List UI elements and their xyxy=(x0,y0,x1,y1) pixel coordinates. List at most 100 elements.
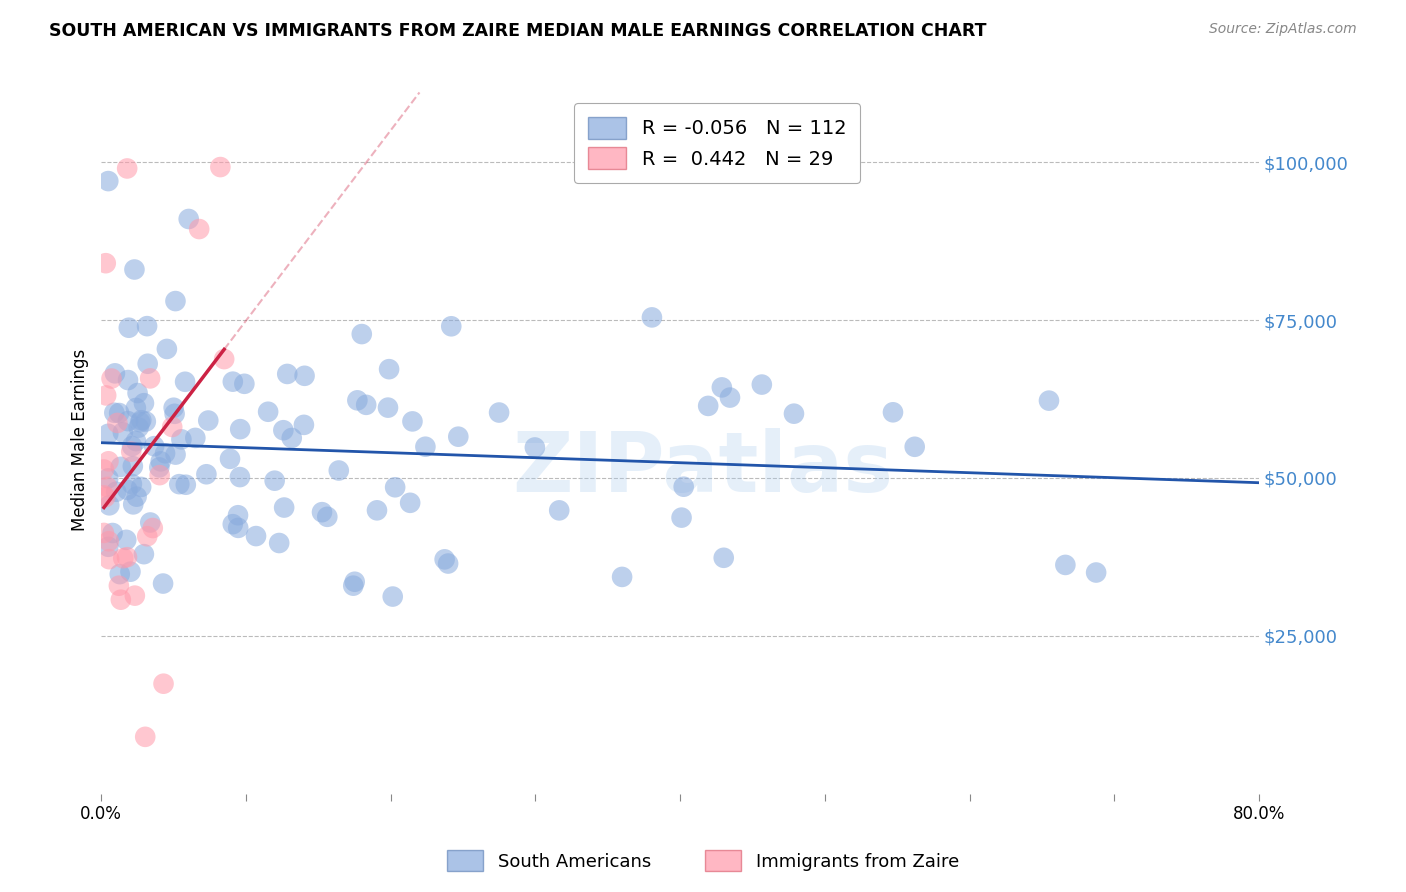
Point xyxy=(710,380,733,394)
Point xyxy=(440,319,463,334)
Point xyxy=(97,540,120,554)
Point xyxy=(115,161,138,176)
Point xyxy=(222,517,245,532)
Point xyxy=(366,503,388,517)
Point xyxy=(93,525,115,540)
Point xyxy=(115,533,138,547)
Point xyxy=(129,480,152,494)
Point xyxy=(128,420,150,434)
Point xyxy=(93,488,115,502)
Point xyxy=(273,423,295,437)
Point xyxy=(152,676,174,690)
Point xyxy=(96,480,118,494)
Point xyxy=(233,376,256,391)
Point xyxy=(125,434,148,449)
Point xyxy=(153,446,176,460)
Point xyxy=(122,497,145,511)
Point xyxy=(120,444,142,458)
Point xyxy=(94,490,117,504)
Point xyxy=(197,413,219,427)
Point xyxy=(149,468,172,483)
Point xyxy=(610,570,633,584)
Point xyxy=(343,574,366,589)
Point xyxy=(354,398,377,412)
Point xyxy=(346,393,368,408)
Point xyxy=(97,454,120,468)
Point xyxy=(132,547,155,561)
Y-axis label: Median Male Earnings: Median Male Earnings xyxy=(72,349,89,531)
Point xyxy=(148,460,170,475)
Text: SOUTH AMERICAN VS IMMIGRANTS FROM ZAIRE MEDIAN MALE EARNINGS CORRELATION CHART: SOUTH AMERICAN VS IMMIGRANTS FROM ZAIRE … xyxy=(49,22,987,40)
Point xyxy=(170,433,193,447)
Point xyxy=(269,536,291,550)
Point xyxy=(108,406,131,420)
Point xyxy=(488,405,510,419)
Point xyxy=(97,426,120,441)
Point xyxy=(111,425,134,440)
Point xyxy=(108,579,131,593)
Legend: South Americans, Immigrants from Zaire: South Americans, Immigrants from Zaire xyxy=(440,843,966,879)
Point xyxy=(125,401,148,415)
Point xyxy=(377,401,399,415)
Point xyxy=(160,420,183,434)
Point xyxy=(98,552,121,566)
Point xyxy=(263,474,285,488)
Text: ZIPatlas: ZIPatlas xyxy=(513,428,894,508)
Point xyxy=(118,320,141,334)
Point xyxy=(117,373,139,387)
Point xyxy=(142,521,165,535)
Point xyxy=(195,467,218,482)
Point xyxy=(134,730,156,744)
Point xyxy=(245,529,267,543)
Point xyxy=(174,477,197,491)
Legend: R = -0.056   N = 112, R =  0.442   N = 29: R = -0.056 N = 112, R = 0.442 N = 29 xyxy=(574,103,860,183)
Point xyxy=(121,439,143,453)
Point xyxy=(104,367,127,381)
Point xyxy=(149,454,172,468)
Point xyxy=(294,368,316,383)
Point xyxy=(129,415,152,429)
Point xyxy=(121,459,143,474)
Point xyxy=(136,319,159,334)
Point xyxy=(101,526,124,541)
Point xyxy=(125,490,148,504)
Point xyxy=(100,371,122,385)
Point xyxy=(378,362,401,376)
Point xyxy=(904,440,927,454)
Point xyxy=(257,405,280,419)
Point xyxy=(131,413,153,427)
Point xyxy=(401,414,423,428)
Text: Source: ZipAtlas.com: Source: ZipAtlas.com xyxy=(1209,22,1357,37)
Point xyxy=(97,174,120,188)
Point xyxy=(132,396,155,410)
Point xyxy=(108,567,131,582)
Point xyxy=(316,509,339,524)
Point xyxy=(672,480,695,494)
Point xyxy=(105,416,128,430)
Point xyxy=(165,294,187,309)
Point xyxy=(226,521,249,535)
Point xyxy=(105,484,128,499)
Point xyxy=(713,550,735,565)
Point xyxy=(433,552,456,566)
Point xyxy=(103,406,125,420)
Point xyxy=(523,441,546,455)
Point xyxy=(718,391,741,405)
Point xyxy=(94,256,117,270)
Point xyxy=(127,386,149,401)
Point xyxy=(136,357,159,371)
Point xyxy=(124,262,146,277)
Point xyxy=(97,471,120,485)
Point xyxy=(93,462,115,476)
Point xyxy=(342,579,364,593)
Point xyxy=(783,407,806,421)
Point xyxy=(115,550,138,565)
Point xyxy=(1085,566,1108,580)
Point xyxy=(1038,393,1060,408)
Point xyxy=(124,589,146,603)
Point xyxy=(97,534,120,549)
Point xyxy=(641,310,664,325)
Point xyxy=(384,480,406,494)
Point xyxy=(156,342,179,356)
Point xyxy=(139,371,162,385)
